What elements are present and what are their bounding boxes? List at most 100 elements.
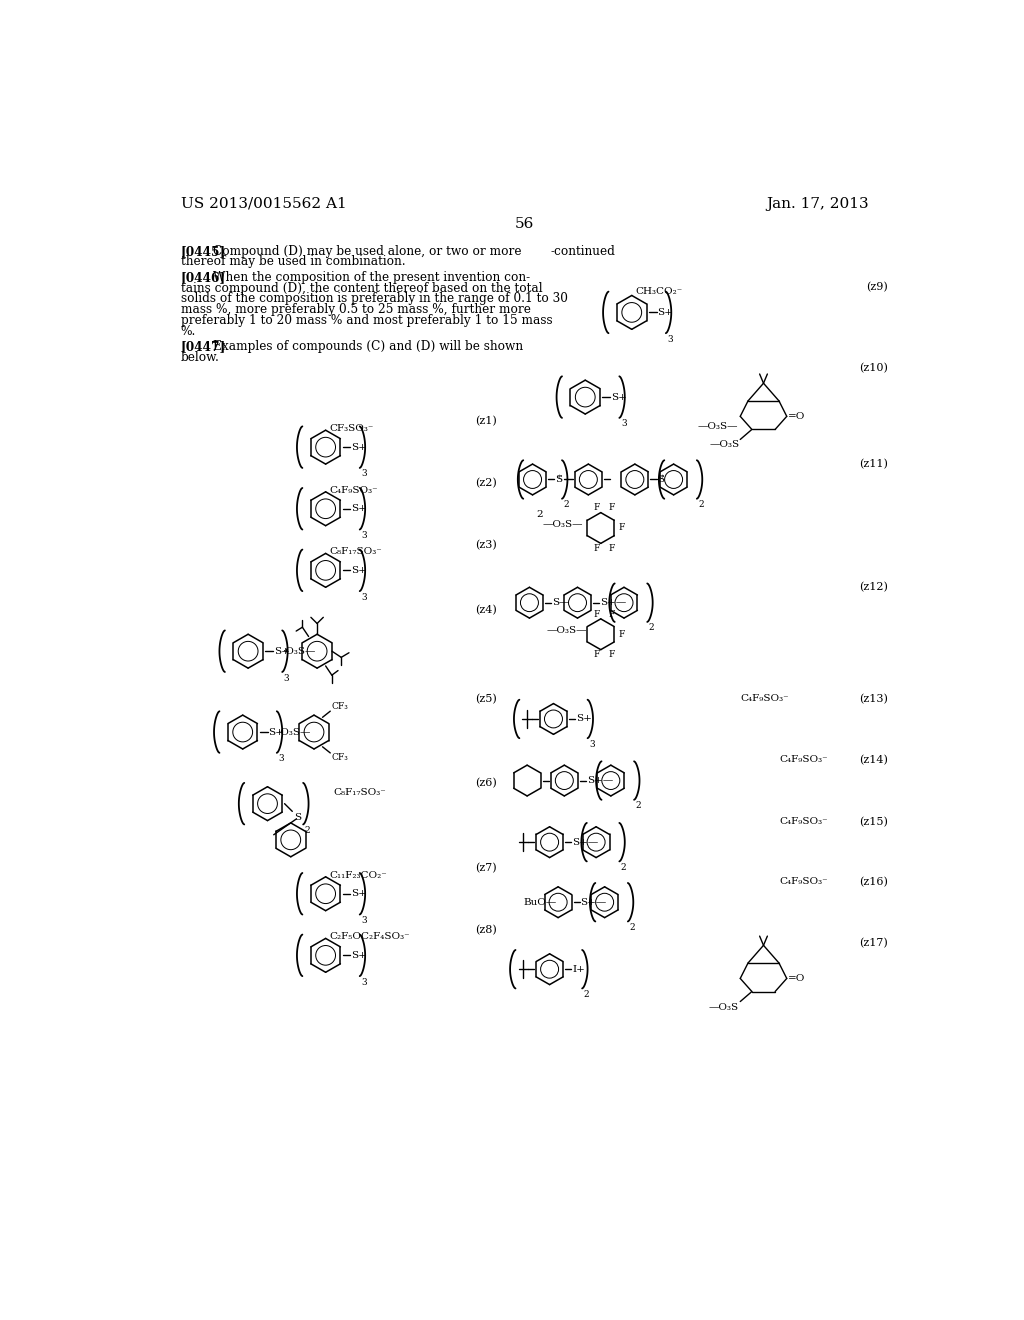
- Text: S+: S+: [351, 566, 367, 574]
- Text: (z4): (z4): [475, 605, 497, 615]
- Text: When the composition of the present invention con-: When the composition of the present inve…: [213, 271, 530, 284]
- Text: Compound (D) may be used alone, or two or more: Compound (D) may be used alone, or two o…: [213, 244, 522, 257]
- Text: 3: 3: [361, 978, 367, 986]
- Text: ·O₃S—: ·O₃S—: [283, 647, 315, 656]
- Text: solids of the composition is preferably in the range of 0.1 to 30: solids of the composition is preferably …: [180, 293, 567, 305]
- Text: —O₃S—: —O₃S—: [697, 422, 738, 430]
- Text: (z14): (z14): [859, 755, 888, 766]
- Text: I+: I+: [572, 965, 585, 974]
- Text: 2: 2: [649, 623, 654, 632]
- Text: F: F: [618, 524, 625, 532]
- Text: 3: 3: [621, 420, 627, 429]
- Text: 2: 2: [636, 801, 641, 810]
- Text: S+—: S+—: [581, 898, 607, 907]
- Text: CF₃: CF₃: [331, 702, 348, 711]
- Text: (z5): (z5): [475, 693, 497, 704]
- Text: F: F: [608, 610, 614, 619]
- Text: 3: 3: [279, 755, 284, 763]
- Text: Jan. 17, 2013: Jan. 17, 2013: [766, 197, 869, 211]
- Text: (z11): (z11): [859, 459, 888, 469]
- Text: 3: 3: [361, 593, 367, 602]
- Text: tains compound (D), the content thereof based on the total: tains compound (D), the content thereof …: [180, 281, 543, 294]
- Text: thereof may be used in combination.: thereof may be used in combination.: [180, 256, 406, 268]
- Text: (z8): (z8): [475, 924, 497, 935]
- Text: 2: 2: [563, 500, 569, 510]
- Text: F: F: [593, 610, 599, 619]
- Text: 2: 2: [621, 863, 627, 873]
- Text: —O₃S—: —O₃S—: [543, 520, 583, 528]
- Text: S+: S+: [575, 714, 592, 723]
- Text: 3: 3: [668, 335, 673, 343]
- Text: mass %, more preferably 0.5 to 25 mass %, further more: mass %, more preferably 0.5 to 25 mass %…: [180, 304, 530, 317]
- Text: CH₃CO₂⁻: CH₃CO₂⁻: [636, 286, 683, 296]
- Text: F: F: [608, 649, 614, 659]
- Text: %.: %.: [180, 325, 196, 338]
- Text: (z2): (z2): [475, 478, 497, 488]
- Text: =O: =O: [788, 412, 806, 421]
- Text: F: F: [608, 503, 614, 512]
- Text: S+—: S+—: [587, 776, 613, 785]
- Text: 2: 2: [584, 990, 590, 999]
- Text: 3: 3: [589, 739, 595, 748]
- Text: —O₃S: —O₃S: [710, 441, 739, 449]
- Text: C₄F₉SO₃⁻: C₄F₉SO₃⁻: [779, 817, 827, 826]
- Text: BuO—: BuO—: [523, 898, 556, 907]
- Text: S+: S+: [273, 647, 290, 656]
- Text: F: F: [593, 649, 599, 659]
- Text: (z9): (z9): [865, 281, 888, 292]
- Text: S+: S+: [611, 392, 627, 401]
- Text: 2: 2: [630, 923, 635, 932]
- Text: S+: S+: [351, 504, 367, 513]
- Text: (z16): (z16): [859, 876, 888, 887]
- Text: (z13): (z13): [859, 693, 888, 704]
- Text: S+: S+: [351, 950, 367, 960]
- Text: CF₃SO₃⁻: CF₃SO₃⁻: [330, 424, 374, 433]
- Text: C₂F₅OC₂F₄SO₃⁻: C₂F₅OC₂F₄SO₃⁻: [330, 932, 411, 941]
- Text: —O₃S—: —O₃S—: [547, 626, 587, 635]
- Text: [0447]: [0447]: [180, 341, 226, 354]
- Text: F: F: [593, 544, 599, 553]
- Text: below.: below.: [180, 351, 219, 364]
- Text: -continued: -continued: [550, 244, 615, 257]
- Text: (z12): (z12): [859, 582, 888, 593]
- Text: F: F: [618, 630, 625, 639]
- Text: preferably 1 to 20 mass % and most preferably 1 to 15 mass: preferably 1 to 20 mass % and most prefe…: [180, 314, 552, 327]
- Text: C₈F₁₇SO₃⁻: C₈F₁₇SO₃⁻: [334, 788, 386, 797]
- Text: S+—: S+—: [572, 838, 598, 846]
- Text: C₄F₉SO₃⁻: C₄F₉SO₃⁻: [330, 486, 378, 495]
- Text: S+—: S+—: [600, 598, 627, 607]
- Text: [0446]: [0446]: [180, 271, 226, 284]
- Text: +: +: [658, 474, 664, 479]
- Text: —O₃S: —O₃S: [709, 1003, 738, 1012]
- Text: 3: 3: [284, 673, 290, 682]
- Text: 2: 2: [698, 500, 705, 510]
- Text: (z1): (z1): [475, 416, 497, 426]
- Text: (z3): (z3): [475, 540, 497, 550]
- Text: =O: =O: [788, 974, 806, 983]
- Text: C₈F₁₇SO₃⁻: C₈F₁₇SO₃⁻: [330, 548, 382, 556]
- Text: 2: 2: [305, 826, 310, 836]
- Text: (z10): (z10): [859, 363, 888, 372]
- Text: S+: S+: [351, 442, 367, 451]
- Text: S+: S+: [268, 727, 284, 737]
- Text: 3: 3: [361, 531, 367, 540]
- Text: CF₃: CF₃: [331, 752, 348, 762]
- Text: (z7): (z7): [475, 863, 497, 874]
- Text: C₄F₉SO₃⁻: C₄F₉SO₃⁻: [779, 876, 827, 886]
- Text: ·O₃S—: ·O₃S—: [276, 727, 310, 737]
- Text: 3: 3: [361, 470, 367, 478]
- Text: (z17): (z17): [859, 939, 888, 949]
- Text: F: F: [608, 544, 614, 553]
- Text: 2: 2: [537, 511, 543, 519]
- Text: (z6): (z6): [475, 779, 497, 788]
- Text: C₄F₉SO₃⁻: C₄F₉SO₃⁻: [740, 693, 788, 702]
- Text: [0445]: [0445]: [180, 244, 226, 257]
- Text: US 2013/0015562 A1: US 2013/0015562 A1: [180, 197, 346, 211]
- Text: 3: 3: [361, 916, 367, 925]
- Text: S+: S+: [351, 890, 367, 898]
- Text: F: F: [593, 503, 599, 512]
- Text: S: S: [294, 813, 301, 822]
- Text: Examples of compounds (C) and (D) will be shown: Examples of compounds (C) and (D) will b…: [213, 341, 523, 354]
- Text: S: S: [657, 475, 665, 484]
- Text: S: S: [555, 475, 562, 484]
